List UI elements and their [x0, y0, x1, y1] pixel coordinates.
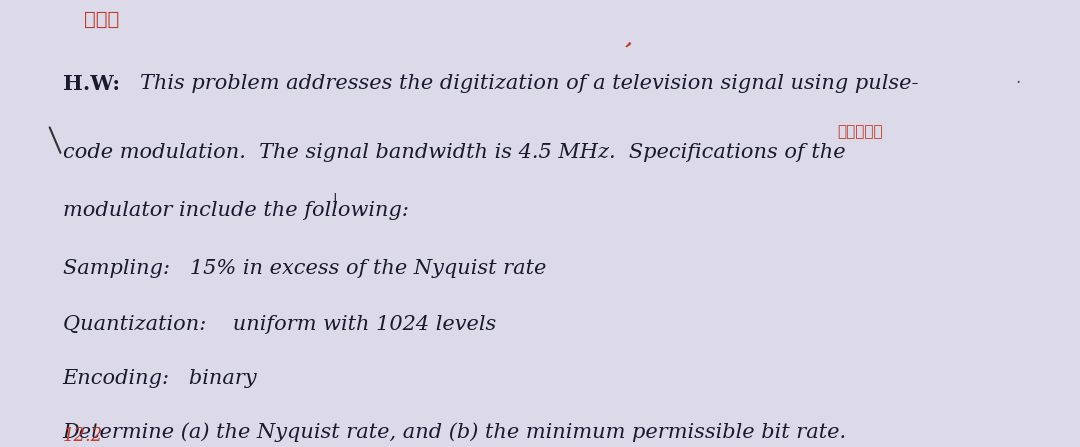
Text: تفصیل: تفصیل	[837, 125, 882, 139]
Text: ,: ,	[621, 27, 640, 51]
Text: code modulation.  The signal bandwidth is 4.5 MHz.  Specifications of the: code modulation. The signal bandwidth is…	[63, 143, 846, 162]
Text: Encoding:   binary: Encoding: binary	[63, 369, 257, 388]
Text: Quantization:    uniform with 1024 levels: Quantization: uniform with 1024 levels	[63, 315, 496, 334]
Text: 12.2: 12.2	[63, 427, 103, 445]
Text: |: |	[333, 193, 337, 208]
Text: خوس: خوس	[84, 11, 120, 29]
Text: H.W:: H.W:	[63, 74, 120, 94]
Text: Determine (a) the Nyquist rate, and (b) the minimum permissible bit rate.: Determine (a) the Nyquist rate, and (b) …	[63, 422, 847, 442]
Text: Sampling:   15% in excess of the Nyquist rate: Sampling: 15% in excess of the Nyquist r…	[63, 259, 546, 278]
Text: modulator include the following:: modulator include the following:	[63, 201, 408, 220]
Text: This problem addresses the digitization of a television signal using pulse-: This problem addresses the digitization …	[140, 74, 919, 93]
Text: .: .	[1015, 69, 1021, 87]
